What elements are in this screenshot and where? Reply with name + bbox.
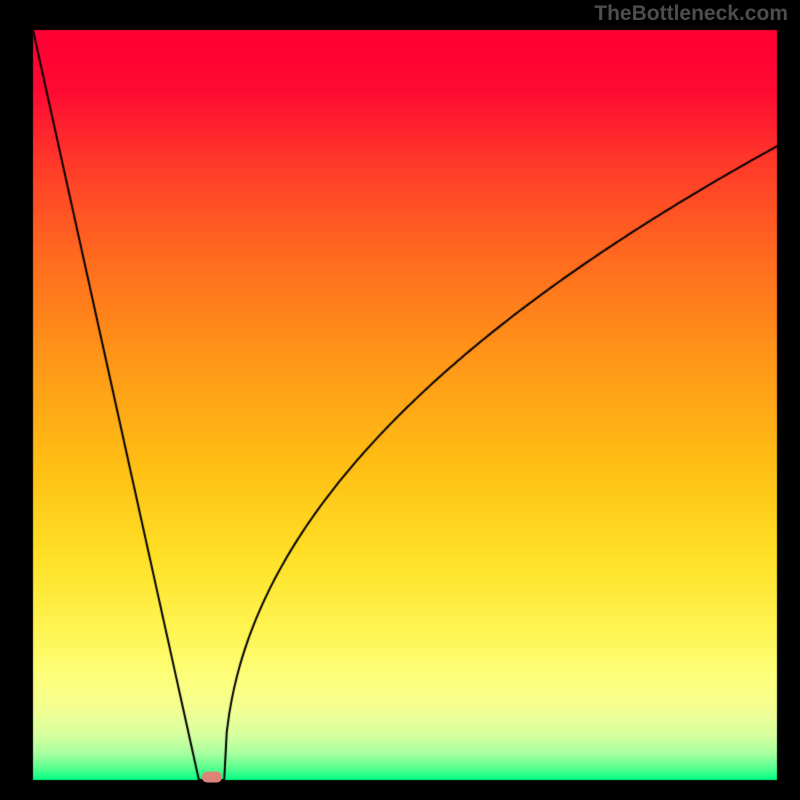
bottleneck-curve (0, 0, 800, 800)
chart-stage: TheBottleneck.com (0, 0, 800, 800)
